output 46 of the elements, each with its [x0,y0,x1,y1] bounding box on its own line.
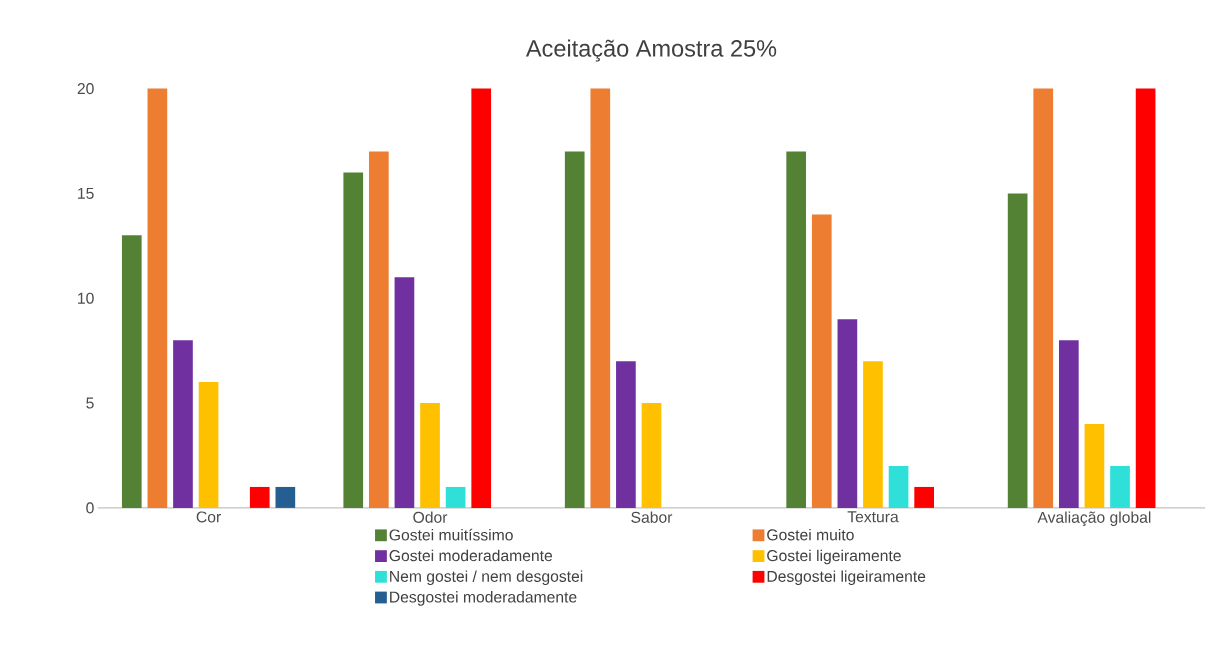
bar [616,360,636,508]
bar [198,381,219,508]
legend-label: Desgostei moderadamente [390,590,577,606]
legend-label: Gostei muito [767,528,854,541]
bar [121,235,142,508]
bar [914,486,934,508]
x-tick-label: Cor [196,511,221,523]
bar [343,172,364,508]
y-tick-label: 15 [78,187,94,199]
bar [641,402,662,508]
bar [1084,423,1105,508]
bar [1110,465,1130,508]
bar [1007,193,1028,508]
bar [564,151,585,508]
y-tick-label: 5 [86,397,94,409]
bar [420,402,440,508]
legend-label: Nem gostei / nem desgostei [390,570,583,585]
legend-label: Gostei ligeiramente [767,549,901,565]
y-tick-label: 0 [86,502,94,514]
bar [811,214,832,508]
bar [888,465,909,508]
bar [786,151,807,508]
bar [590,88,611,508]
bar [249,486,270,508]
legend-label: Gostei muitíssimo [389,528,513,541]
bar [369,151,389,508]
bar [1033,88,1054,508]
x-tick-label: Sabor [631,511,673,523]
bar [471,88,492,508]
x-tick-label: Textura [847,511,899,523]
y-tick-label: 20 [77,82,94,94]
legend-label: Desgostei ligeiramente [767,570,926,585]
bar [1135,88,1156,508]
bar [837,318,858,508]
y-tick-label: 10 [78,292,94,304]
bar [445,486,466,508]
legend-label: Gostei moderadamente [389,549,553,561]
x-tick-label: Avaliação global [1037,511,1151,526]
bar [173,339,193,508]
bar [394,277,415,508]
x-tick-label: Odor [413,511,448,523]
bar [863,360,883,508]
bar [275,486,296,508]
bar [1058,339,1079,508]
bar [147,88,168,508]
chart-title: Aceitação Amostra 25% [525,39,777,62]
